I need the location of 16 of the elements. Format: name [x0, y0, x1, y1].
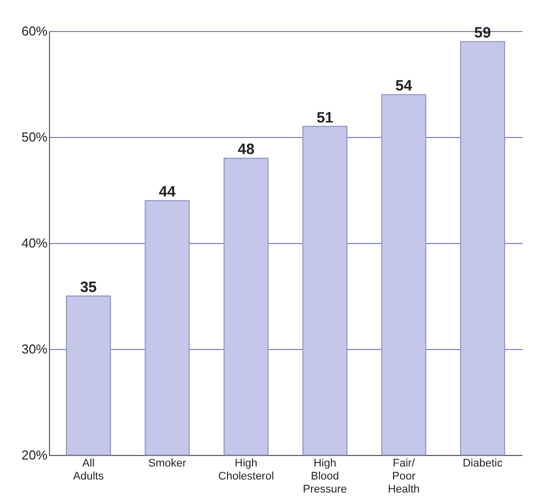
x-tick-label: Fair/ Poor Health [388, 458, 420, 496]
x-tick-label: Smoker [148, 458, 187, 470]
y-tick-label: 60% [21, 24, 48, 38]
y-tick-label: 20% [21, 448, 48, 462]
data-label: 54 [395, 78, 413, 95]
y-tick-label: 30% [21, 342, 48, 356]
y-tick-label: 50% [21, 130, 48, 144]
x-tick-label: High Blood Pressure [302, 458, 347, 496]
data-label: 44 [158, 184, 176, 201]
x-tick-label: Diabetic [462, 458, 503, 470]
data-label: 35 [80, 279, 97, 296]
x-tick-label: High Cholesterol [218, 458, 274, 482]
data-label: 48 [238, 141, 254, 158]
y-tick-label: 40% [21, 236, 48, 250]
data-label: 51 [316, 109, 334, 126]
x-tick-label: All Adults [73, 458, 104, 482]
